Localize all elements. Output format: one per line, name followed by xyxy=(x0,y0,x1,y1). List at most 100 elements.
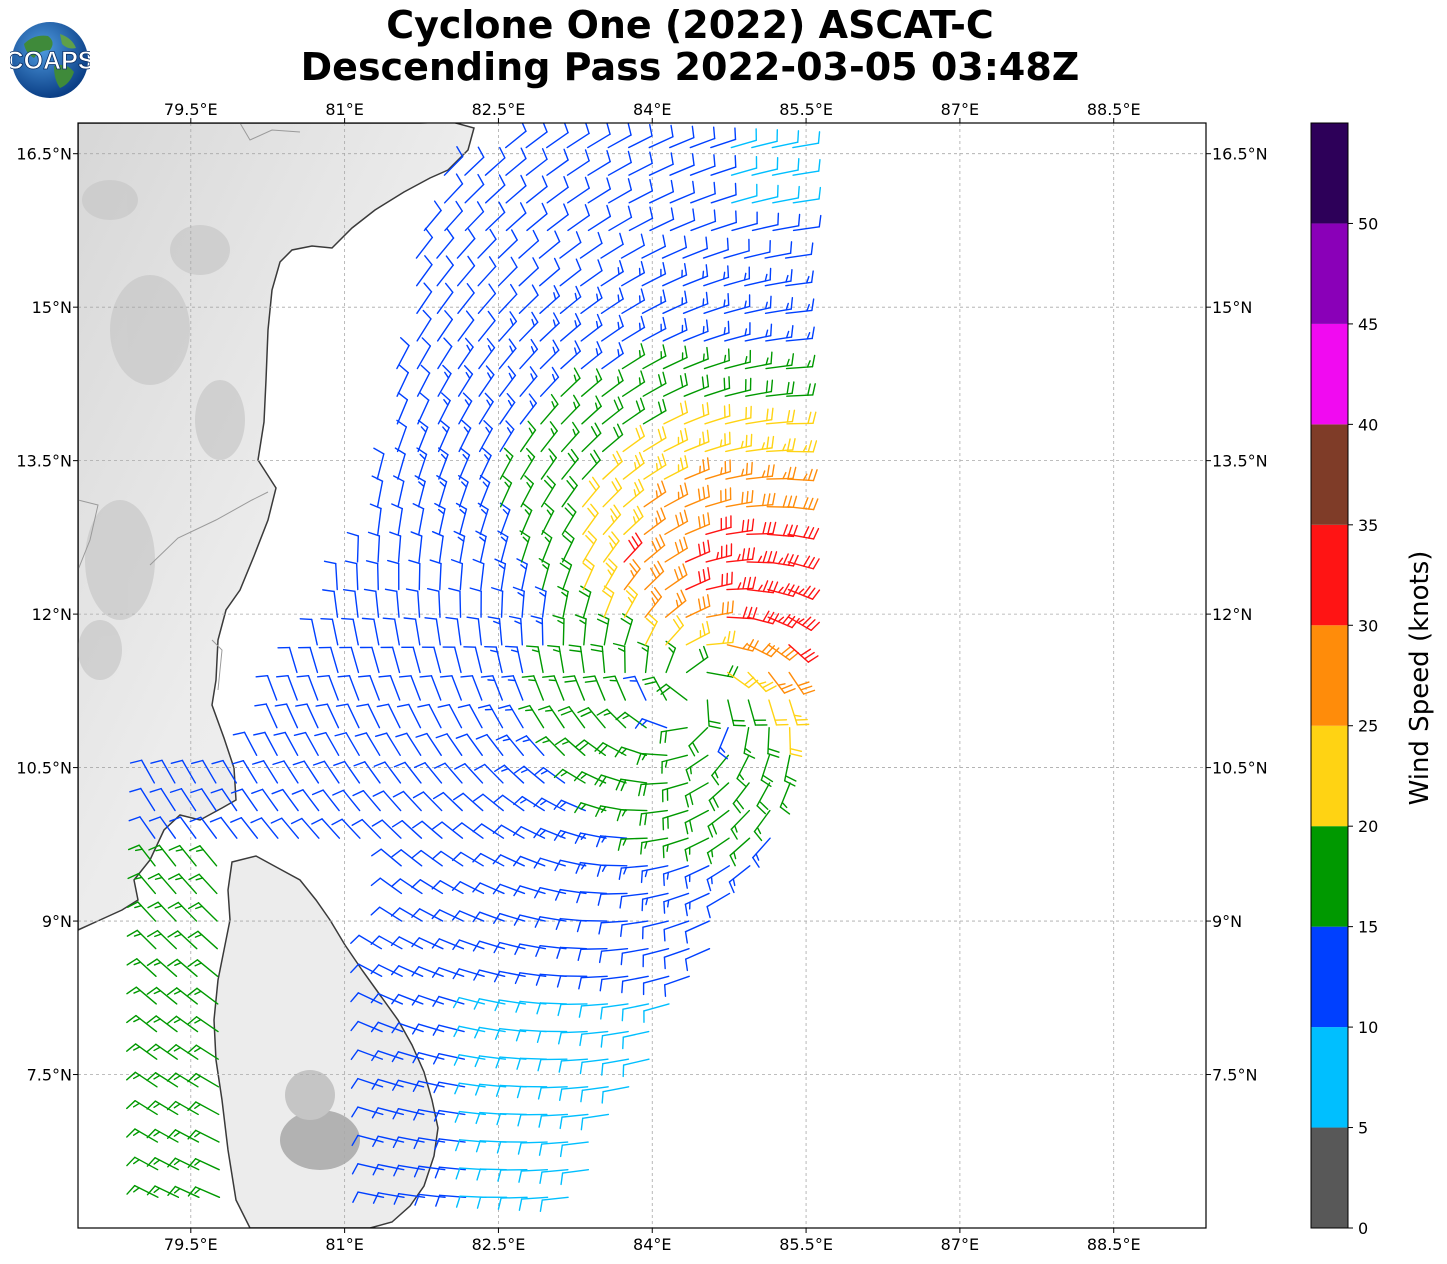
barb-feather xyxy=(433,1109,440,1122)
wind-barb xyxy=(556,946,588,959)
wind-barb xyxy=(526,202,548,232)
wind-barb xyxy=(396,392,409,425)
barb-feather xyxy=(446,228,455,239)
barb-feather xyxy=(726,237,729,251)
wind-barb xyxy=(416,364,431,397)
barb-feather xyxy=(299,618,313,621)
barb-feather xyxy=(791,617,800,629)
barb-shaft xyxy=(418,562,421,591)
barb-feather xyxy=(786,358,790,367)
wind-barb xyxy=(533,767,566,784)
barb-feather xyxy=(702,596,706,609)
barb-shaft xyxy=(621,920,649,926)
barb-shaft xyxy=(580,975,608,979)
wind-barb xyxy=(728,865,751,894)
barb-feather xyxy=(495,1084,501,1097)
wind-barb xyxy=(707,809,730,838)
barb-feather xyxy=(508,615,522,620)
wind-barb xyxy=(710,155,737,176)
wind-barb xyxy=(187,930,218,950)
barb-feather xyxy=(452,996,460,1009)
barb-shaft xyxy=(497,239,518,259)
barb-feather xyxy=(332,789,344,796)
barb-feather xyxy=(689,792,694,806)
barb-feather xyxy=(513,885,521,897)
barb-feather xyxy=(127,901,139,908)
barb-feather xyxy=(132,1102,141,1108)
barb-feather xyxy=(616,450,623,463)
wind-barb xyxy=(499,392,516,425)
barb-shaft xyxy=(601,1003,629,1009)
wind-barb xyxy=(369,503,382,536)
barb-feather xyxy=(370,935,380,945)
map-gridlines xyxy=(78,123,1206,1228)
barb-feather xyxy=(126,929,138,937)
wind-barb xyxy=(662,290,688,315)
barb-feather xyxy=(770,323,773,337)
wind-barb xyxy=(520,502,533,536)
barb-shaft xyxy=(661,246,687,259)
lon-tick-label: 87°E xyxy=(941,1235,979,1254)
barb-feather xyxy=(476,1168,482,1181)
wind-barb xyxy=(767,671,796,694)
barb-feather xyxy=(766,464,770,478)
barb-feather xyxy=(530,338,539,350)
barb-feather xyxy=(617,396,624,409)
wind-barb xyxy=(623,505,644,536)
barb-feather xyxy=(606,149,611,163)
barb-feather xyxy=(166,1015,178,1025)
wind-barb xyxy=(126,1014,158,1033)
barb-feather xyxy=(454,1082,461,1095)
lon-tick-label: 84°E xyxy=(633,100,671,119)
barb-feather xyxy=(384,588,398,592)
wind-barb xyxy=(603,558,618,591)
wind-barb xyxy=(476,1196,508,1209)
barb-feather xyxy=(432,791,445,800)
wind-barb xyxy=(785,354,816,370)
barb-shaft xyxy=(500,824,525,839)
barb-feather xyxy=(610,508,618,520)
barb-shaft xyxy=(669,164,695,176)
wind-barb xyxy=(546,176,569,204)
wind-barb xyxy=(786,383,816,397)
wind-barb xyxy=(643,1003,670,1024)
barb-feather xyxy=(503,447,514,457)
colorbar-bin xyxy=(1311,323,1348,425)
wind-barb xyxy=(363,588,380,618)
barb-shaft xyxy=(751,196,779,204)
wind-barb xyxy=(187,902,218,922)
wind-barb xyxy=(168,844,197,867)
wind-barb xyxy=(453,1054,486,1066)
barb-feather xyxy=(393,1192,400,1205)
barb-feather xyxy=(782,495,788,508)
barb-feather xyxy=(527,454,533,462)
barb-feather xyxy=(296,675,310,678)
wind-barb xyxy=(458,447,471,480)
wind-barb xyxy=(292,760,320,784)
wind-barb xyxy=(454,763,484,784)
wind-barb xyxy=(640,837,669,855)
wind-barb xyxy=(371,1078,404,1090)
wind-barb xyxy=(684,809,710,835)
barb-shaft xyxy=(478,1055,507,1060)
barb-feather xyxy=(756,826,762,835)
barb-feather xyxy=(490,649,499,653)
wind-barb xyxy=(643,534,666,563)
barb-feather xyxy=(331,818,343,826)
wind-barb xyxy=(684,782,709,808)
barb-feather xyxy=(623,866,628,875)
barb-feather xyxy=(513,914,521,926)
barb-shaft xyxy=(417,1052,445,1060)
barb-shaft xyxy=(377,507,382,536)
barb-feather xyxy=(555,917,562,931)
wind-barb xyxy=(335,703,360,729)
barb-feather xyxy=(628,539,636,551)
wind-barb xyxy=(403,617,421,646)
wind-barb xyxy=(395,732,422,757)
barb-feather xyxy=(702,325,705,334)
barb-shaft xyxy=(622,1058,650,1066)
wind-barb xyxy=(642,344,667,370)
wind-barb xyxy=(505,123,527,149)
barb-feather xyxy=(633,509,640,521)
wind-barb xyxy=(166,1044,199,1060)
